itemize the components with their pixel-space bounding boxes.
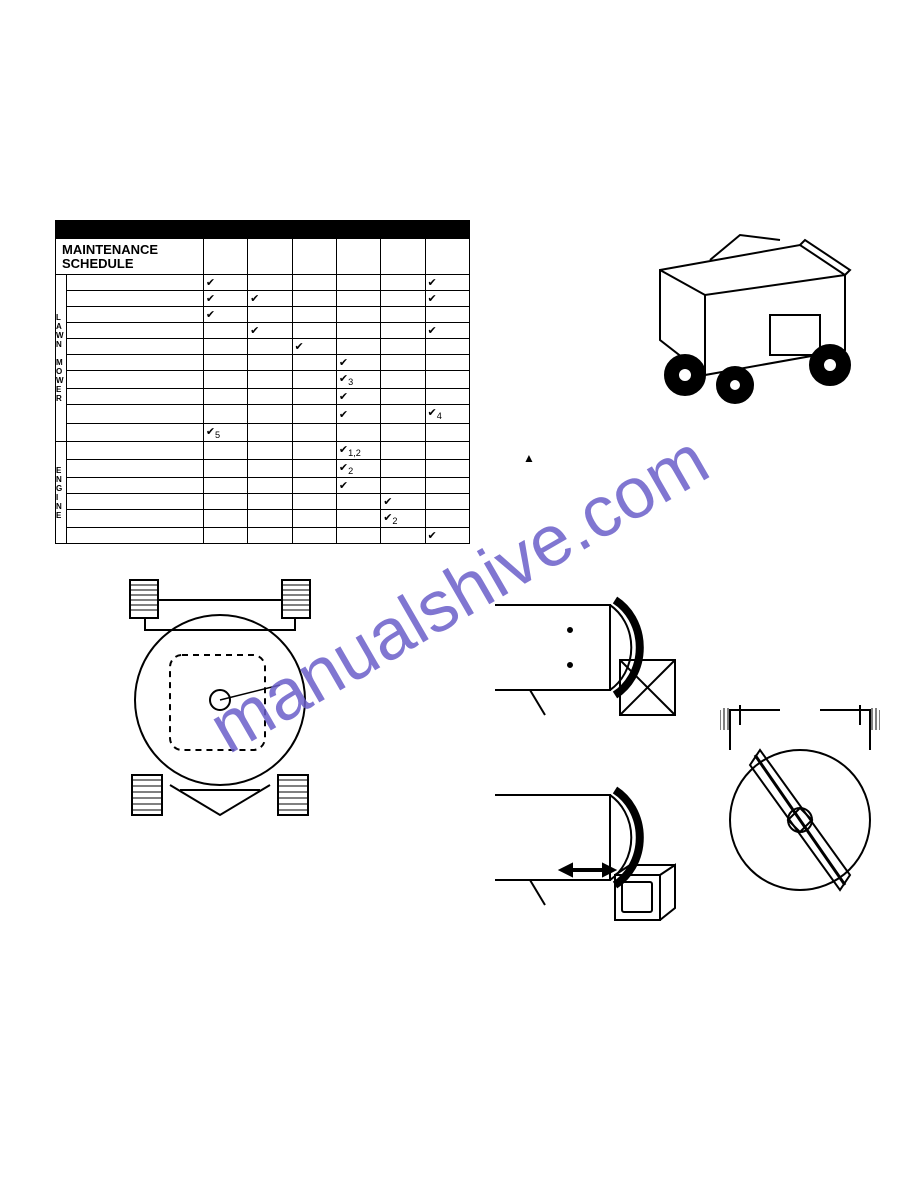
check-cell: ✔2 xyxy=(336,460,380,478)
table-row: ✔2 xyxy=(56,510,470,528)
table-row: ✔ ✔ ✔ xyxy=(56,291,470,307)
table-row: ✔ xyxy=(56,494,470,510)
figure-grass-bag xyxy=(650,230,860,430)
table-title-cell: MAINTENANCE SCHEDULE xyxy=(56,239,204,275)
table-row: MAINTENANCE SCHEDULE xyxy=(56,239,470,275)
table-row: ENGINE ✔1,2 xyxy=(56,441,470,459)
table-row: ✔3 xyxy=(56,371,470,389)
check-cell: ✔1,2 xyxy=(336,441,380,459)
warning-icon: ▲ xyxy=(523,451,535,465)
check-cell: ✔ xyxy=(336,478,380,494)
table-row: ✔ xyxy=(56,389,470,405)
table-row: ✔ xyxy=(56,478,470,494)
check-cell: ✔4 xyxy=(425,405,469,423)
maintenance-schedule-table: MAINTENANCE SCHEDULE LAWNMOWER ✔ ✔ ✔ ✔ ✔… xyxy=(55,238,470,544)
check-cell: ✔ xyxy=(425,323,469,339)
check-cell: ✔2 xyxy=(381,510,425,528)
check-cell: ✔ xyxy=(381,494,425,510)
side-label-lawn-mower: LAWNMOWER xyxy=(56,275,67,442)
table-row: ✔ ✔ xyxy=(56,323,470,339)
figure-blade-underside xyxy=(720,700,880,900)
side-label-engine: ENGINE xyxy=(56,441,67,544)
table-row: ✔5 xyxy=(56,423,470,441)
check-cell: ✔ xyxy=(203,275,247,291)
table-row: ✔ xyxy=(56,307,470,323)
check-cell: ✔ xyxy=(203,307,247,323)
table-row: ✔ xyxy=(56,528,470,544)
check-cell: ✔ xyxy=(248,323,292,339)
figure-side-panel-filter xyxy=(490,780,700,950)
table-row: ✔ ✔4 xyxy=(56,405,470,423)
table-header-bar xyxy=(55,220,470,238)
table-row: ✔ xyxy=(56,339,470,355)
check-cell: ✔3 xyxy=(336,371,380,389)
table-row: LAWNMOWER ✔ ✔ xyxy=(56,275,470,291)
check-cell: ✔ xyxy=(292,339,336,355)
check-cell: ✔ xyxy=(425,528,469,544)
check-cell: ✔ xyxy=(336,355,380,371)
figure-side-panel-open xyxy=(490,590,700,740)
check-cell: ✔ xyxy=(248,291,292,307)
check-cell: ✔5 xyxy=(203,423,247,441)
table-row: ✔ xyxy=(56,355,470,371)
table-row: ✔2 xyxy=(56,460,470,478)
check-cell: ✔ xyxy=(425,291,469,307)
check-cell: ✔ xyxy=(336,405,380,423)
figure-mower-top-view xyxy=(110,570,330,820)
maintenance-table-section: MAINTENANCE SCHEDULE LAWNMOWER ✔ ✔ ✔ ✔ ✔… xyxy=(55,220,470,544)
check-cell: ✔ xyxy=(336,389,380,405)
check-cell: ✔ xyxy=(425,275,469,291)
check-cell: ✔ xyxy=(203,291,247,307)
